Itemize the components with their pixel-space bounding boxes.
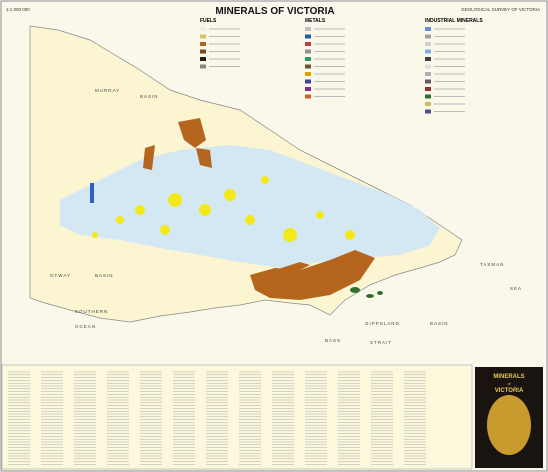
map-label: OTWAY bbox=[50, 273, 71, 278]
legend-swatch bbox=[425, 79, 431, 84]
map-label: SOUTHERN bbox=[75, 309, 108, 314]
legend-swatch bbox=[425, 87, 431, 91]
legend-swatch bbox=[425, 102, 431, 106]
cover-title: VICTORIA bbox=[495, 388, 524, 394]
map-label: BASIN bbox=[95, 273, 114, 278]
map-label: TASMAN bbox=[480, 262, 504, 267]
legend-heading: INDUSTRIAL MINERALS bbox=[425, 18, 483, 24]
legend-swatch bbox=[425, 49, 431, 54]
map-label: SEA bbox=[510, 286, 522, 291]
blue-deposit bbox=[90, 183, 94, 203]
legend-swatch bbox=[425, 72, 431, 76]
scale-text: 1:1 000 000 bbox=[6, 7, 30, 12]
legend-swatch bbox=[305, 72, 311, 76]
legend-swatch bbox=[305, 42, 311, 46]
gold-nugget bbox=[487, 395, 531, 455]
legend-swatch bbox=[305, 79, 311, 84]
cover-title: of bbox=[507, 381, 511, 386]
green-deposits bbox=[350, 287, 383, 298]
legend: FUELS METALS INDUSTRIAL MINERALS bbox=[200, 18, 483, 114]
legend-swatch bbox=[305, 57, 311, 61]
legend-swatch bbox=[305, 34, 311, 39]
agency: GEOLOGICAL SURVEY OF VICTORIA bbox=[461, 7, 540, 12]
bedrock-region bbox=[60, 145, 440, 268]
legend-swatch bbox=[305, 27, 311, 31]
map-label: OCEAN bbox=[75, 324, 96, 329]
legend-swatch bbox=[200, 57, 206, 61]
map-label: MURRAY bbox=[95, 88, 120, 93]
legend-swatch bbox=[200, 49, 206, 54]
legend-swatch bbox=[305, 87, 311, 91]
legend-swatch bbox=[305, 64, 311, 69]
gold-fields bbox=[92, 176, 355, 242]
map-label: GIPPSLAND bbox=[365, 321, 400, 326]
legend-swatch bbox=[425, 94, 431, 99]
map-label: BASS bbox=[325, 338, 341, 343]
index-panel bbox=[1, 364, 473, 470]
legend-swatch bbox=[200, 64, 206, 69]
map-label: BASIN bbox=[430, 321, 449, 326]
map-title: MINERALS OF VICTORIA bbox=[215, 6, 334, 17]
legend-swatch bbox=[425, 42, 431, 46]
map-label-group: MURRAY BASIN OTWAY BASIN SOUTHERN OCEAN BASS ST… bbox=[50, 88, 522, 345]
legend-swatch bbox=[200, 27, 206, 31]
cover-title: MINERALS bbox=[493, 374, 524, 380]
legend-swatch bbox=[200, 34, 206, 39]
legend-swatch bbox=[425, 64, 431, 69]
map-label: BASIN bbox=[140, 94, 159, 99]
legend-swatch bbox=[305, 94, 311, 99]
legend-swatch bbox=[425, 109, 431, 114]
legend-swatch bbox=[425, 34, 431, 39]
map-label: STRAIT bbox=[370, 340, 392, 345]
legend-heading: METALS bbox=[305, 18, 326, 24]
legend-heading: FUELS bbox=[200, 18, 217, 24]
legend-swatch bbox=[425, 57, 431, 61]
brown-coal bbox=[143, 118, 375, 300]
legend-swatch bbox=[425, 27, 431, 31]
legend-swatch bbox=[200, 42, 206, 46]
legend-swatch bbox=[305, 49, 311, 54]
